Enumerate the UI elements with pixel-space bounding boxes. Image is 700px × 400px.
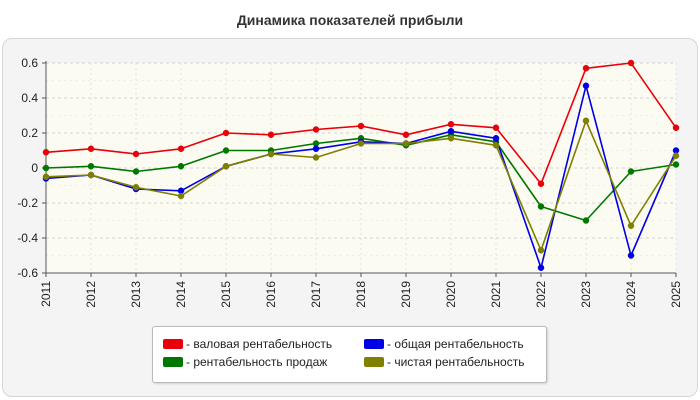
legend-label: - валовая рентабельность: [186, 337, 333, 351]
data-point: [177, 145, 185, 152]
x-tick-label: 2012: [84, 281, 98, 308]
data-point: [537, 203, 545, 210]
data-point: [177, 192, 185, 200]
legend-swatch: [163, 357, 183, 367]
x-tick-label: 2011: [39, 281, 53, 307]
data-point: [222, 129, 230, 137]
data-point: [267, 131, 275, 138]
data-point: [222, 147, 230, 154]
data-point: [222, 163, 230, 170]
data-point: [537, 264, 545, 271]
data-point: [537, 247, 545, 254]
data-point: [492, 135, 500, 142]
data-point: [132, 150, 140, 158]
x-tick-label: 2021: [489, 281, 503, 308]
data-point: [402, 140, 410, 147]
data-point: [267, 150, 275, 158]
data-point: [627, 59, 635, 67]
x-tick-label: 2017: [309, 281, 323, 308]
x-tick-label: 2025: [669, 281, 683, 308]
legend-item: - общая рентабельность: [364, 337, 524, 351]
legend-item: - рентабельность продаж: [163, 355, 327, 369]
x-tick-label: 2019: [399, 281, 413, 308]
data-point: [447, 135, 455, 142]
data-point: [582, 82, 590, 89]
y-tick-label: 0.2: [21, 126, 38, 140]
data-point: [627, 222, 635, 229]
legend-label: - чистая рентабельность: [387, 355, 525, 369]
x-tick-label: 2020: [444, 281, 458, 308]
data-point: [87, 145, 95, 152]
data-point: [582, 65, 590, 72]
x-tick-label: 2023: [579, 281, 593, 308]
data-point: [447, 128, 455, 135]
data-point: [87, 171, 95, 179]
data-point: [582, 217, 590, 224]
x-tick-label: 2013: [129, 281, 143, 308]
data-point: [42, 173, 50, 180]
legend-swatch: [163, 339, 183, 349]
legend-swatch: [364, 357, 384, 367]
data-point: [672, 124, 680, 131]
legend-label: - общая рентабельность: [387, 337, 524, 351]
x-tick-label: 2016: [264, 281, 278, 308]
data-point: [177, 163, 185, 170]
data-point: [42, 164, 50, 172]
legend-item: - чистая рентабельность: [364, 355, 524, 369]
y-tick-label: 0: [31, 161, 38, 175]
data-point: [132, 184, 140, 191]
y-tick-label: -0.4: [17, 231, 38, 245]
legend-label: - рентабельность продаж: [186, 355, 328, 369]
legend-swatch: [364, 339, 384, 349]
x-tick-label: 2015: [219, 281, 233, 308]
data-point: [627, 252, 635, 259]
chart-legend: - валовая рентабельность - общая рентабе…: [152, 326, 547, 383]
data-point: [402, 131, 410, 138]
data-point: [312, 154, 320, 161]
data-point: [537, 180, 545, 187]
data-point: [492, 124, 500, 131]
x-tick-label: 2024: [624, 281, 638, 308]
legend-item: - валовая рентабельность: [163, 337, 332, 351]
data-point: [42, 149, 50, 156]
x-tick-label: 2014: [174, 281, 188, 308]
chart-title: Динамика показателей прибыли: [236, 12, 464, 28]
data-point: [132, 168, 140, 175]
data-point: [357, 122, 365, 130]
data-point: [357, 140, 365, 147]
x-tick-label: 2022: [534, 281, 548, 308]
data-point: [672, 161, 680, 168]
data-point: [312, 126, 320, 133]
x-tick-label: 2018: [354, 281, 368, 308]
data-point: [312, 145, 320, 152]
y-tick-label: 0.6: [21, 56, 38, 70]
y-tick-label: -0.2: [17, 196, 38, 210]
data-point: [582, 117, 590, 124]
data-point: [672, 152, 680, 159]
data-point: [627, 168, 635, 175]
y-tick-label: -0.6: [17, 266, 38, 280]
y-tick-label: 0.4: [21, 91, 38, 105]
data-point: [492, 142, 500, 149]
data-point: [447, 121, 455, 128]
data-point: [87, 163, 95, 170]
